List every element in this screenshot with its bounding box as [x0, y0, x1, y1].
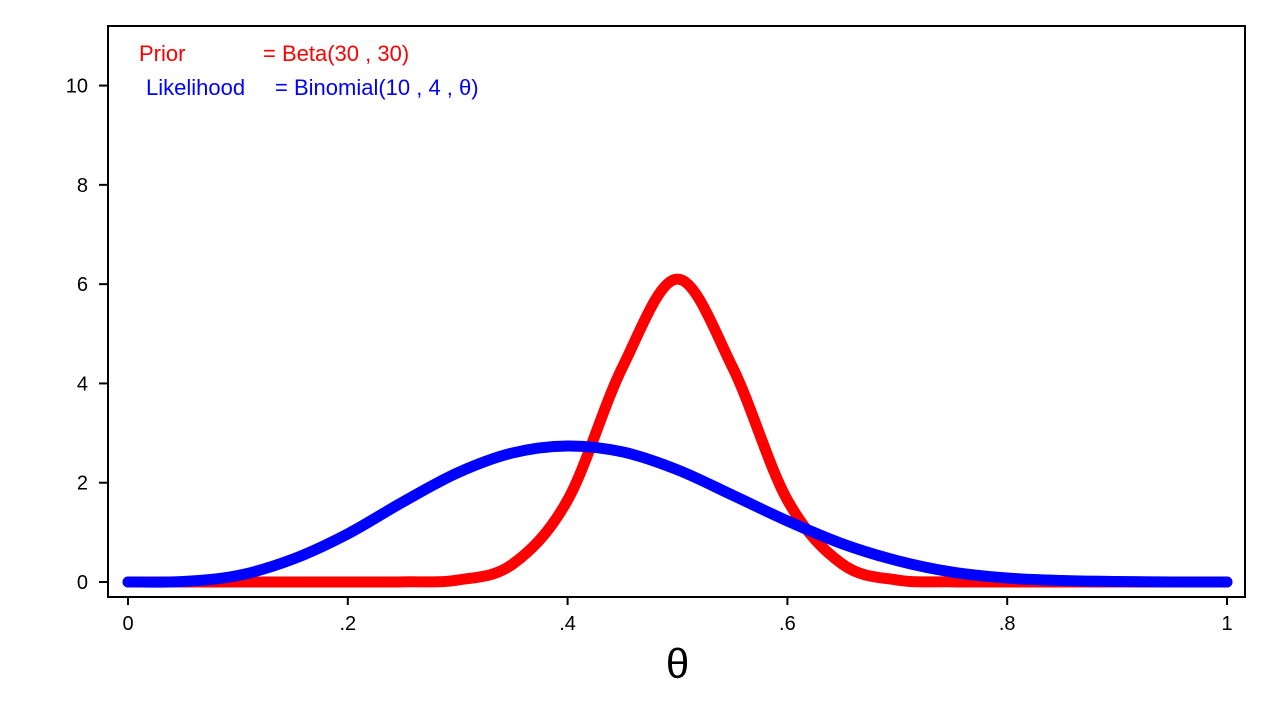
x-tick-label: .2 [339, 613, 356, 635]
series-1-line [122, 440, 1233, 588]
legend-value-1: = Binomial(10 , 4 , θ) [275, 75, 479, 100]
x-tick-label: 0 [122, 613, 133, 635]
x-axis-label: θ [666, 640, 689, 687]
y-tick-label: 10 [66, 76, 88, 98]
legend-label-0: Prior [139, 41, 185, 66]
plot-frame [107, 25, 1246, 598]
y-tick-label: 6 [77, 274, 88, 296]
legend: Prior = Beta(30 , 30) Likelihood = Binomial… [139, 41, 479, 100]
series-layer [122, 273, 1233, 588]
x-axis-ticks: 0 .2 .4 .6 .8 1 [122, 597, 1233, 635]
y-axis-ticks: 0 2 4 6 8 10 [66, 76, 108, 594]
x-tick-label: .4 [559, 613, 576, 635]
legend-label-1: Likelihood [146, 75, 245, 100]
y-tick-label: 8 [77, 175, 88, 197]
y-tick-label: 4 [77, 373, 88, 395]
y-tick-label: 2 [77, 473, 88, 495]
legend-value-0: = Beta(30 , 30) [263, 41, 409, 66]
x-tick-label: .8 [999, 613, 1016, 635]
x-tick-label: .6 [779, 613, 796, 635]
y-tick-label: 0 [77, 572, 88, 594]
x-tick-label: 1 [1221, 613, 1232, 635]
